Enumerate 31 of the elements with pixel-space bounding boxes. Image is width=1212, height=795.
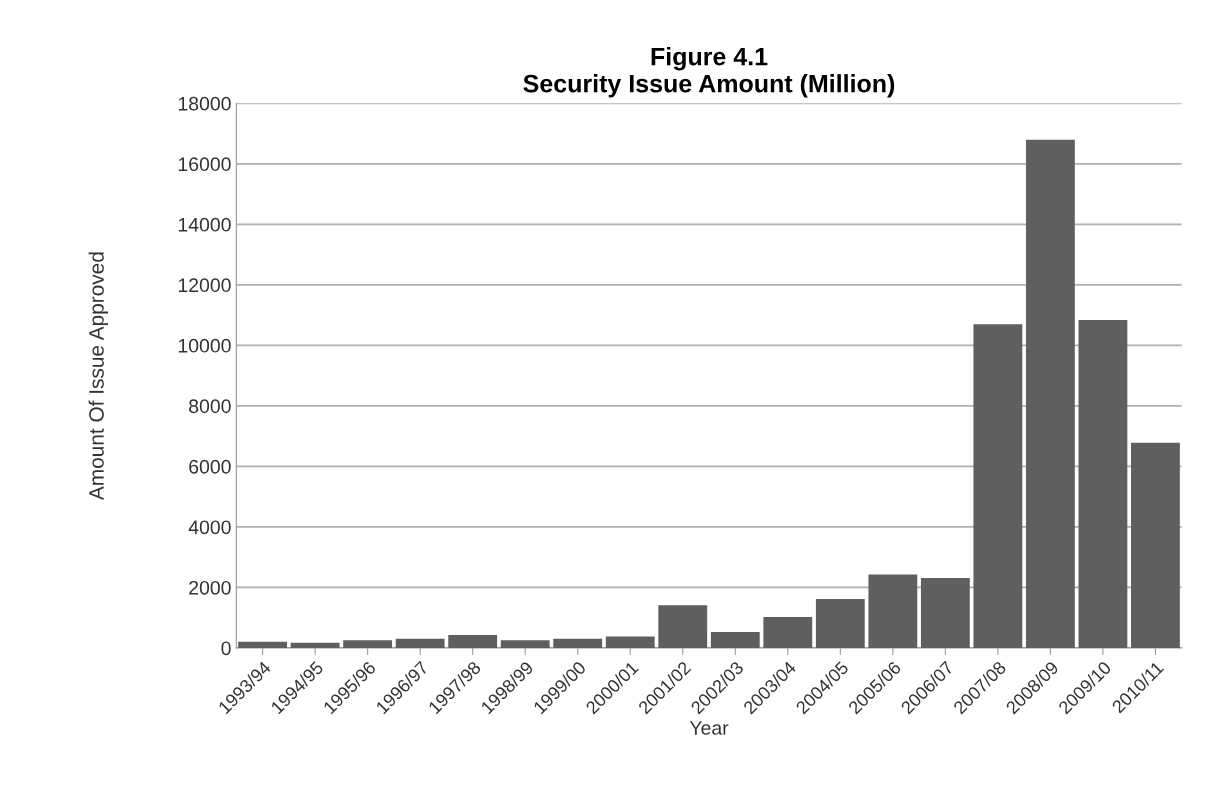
bar [1078,319,1128,648]
y-axis-title: Amount Of Issue Approved [88,252,108,501]
bar [815,598,865,648]
bar [605,636,655,648]
bar [395,638,445,648]
y-tick-label: 2000 [189,580,231,595]
bar [290,642,340,648]
y-tick-label: 6000 [189,459,231,474]
bar [553,638,603,648]
bar [448,634,498,648]
y-tick-label: 16000 [178,157,231,172]
bar [1131,442,1180,648]
y-tick-label: 14000 [178,217,231,232]
bar [1025,139,1075,648]
x-axis-title: Year [689,721,729,735]
bar [710,631,760,648]
y-tick-label: 8000 [189,399,231,414]
bar [973,324,1023,648]
bar [238,641,288,648]
bar [658,605,708,648]
bar [500,640,550,648]
bar [343,640,393,648]
chart-title: Figure 4.1 Security Issue Amount (Million) [523,47,895,98]
y-tick-label: 4000 [188,520,231,535]
y-tick-label: 0 [221,641,231,656]
bar [763,617,813,648]
y-tick-label: 12000 [178,278,231,293]
bar [868,574,918,648]
y-tick-label: 18000 [178,96,231,111]
bar [920,578,970,648]
y-tick-label: 10000 [178,338,231,353]
